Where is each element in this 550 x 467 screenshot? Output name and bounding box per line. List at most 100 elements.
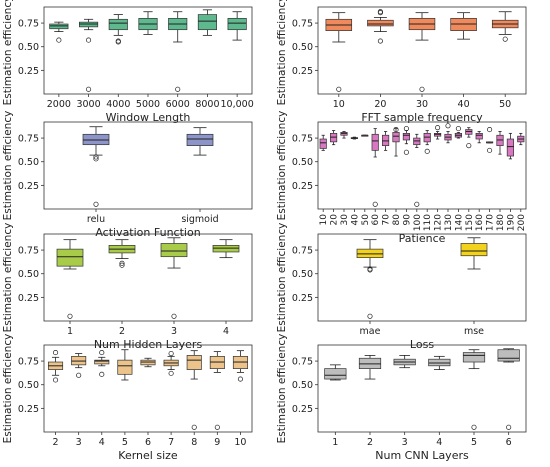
box-1	[324, 364, 347, 381]
box-body	[371, 133, 379, 151]
outlier-point	[487, 147, 493, 153]
outlier-point	[99, 371, 105, 377]
box-body	[462, 352, 486, 363]
y-tick-label: 0.50	[18, 380, 39, 391]
x-tick-label: sigmoid	[181, 214, 218, 225]
plot-frame	[317, 121, 527, 210]
box-90	[402, 126, 410, 155]
box-180	[496, 131, 504, 155]
box-50	[361, 134, 369, 137]
y-axis-label: Estimation efficiency	[276, 223, 288, 333]
outlier-point	[115, 39, 121, 45]
box-70	[382, 131, 390, 151]
y-tick-label: 0.50	[292, 42, 313, 53]
x-tick-label: 140	[454, 214, 464, 231]
box-body	[497, 349, 520, 362]
box-10,000	[227, 11, 247, 41]
y-tick-label: 0.25	[18, 181, 39, 192]
outlier-point	[214, 424, 220, 430]
box-2000	[49, 21, 69, 43]
outlier-point	[419, 86, 425, 92]
x-tick-label: 10	[234, 437, 246, 448]
x-tick-label: 2	[119, 326, 125, 337]
box-170	[486, 127, 494, 153]
y-axis-label: Estimation efficiency	[276, 0, 288, 105]
y-tick-label: 0.50	[18, 42, 39, 53]
box-5	[117, 349, 133, 381]
plot-frame	[43, 233, 253, 322]
outlier-point	[53, 350, 59, 356]
y-tick-label: 0.50	[292, 269, 313, 280]
outlier-point	[403, 149, 409, 155]
y-tick-label: 0.25	[292, 293, 313, 304]
x-tick-label: 5000	[136, 99, 160, 110]
outlier-point	[237, 376, 243, 382]
x-tick-label: 9	[214, 437, 220, 448]
outlier-point	[367, 267, 373, 273]
outlier-point	[53, 377, 59, 383]
x-axis-label: Kernel size	[118, 449, 178, 462]
outlier-point	[435, 125, 441, 131]
y-tick-label: 0.75	[292, 134, 313, 145]
x-tick-label: 100	[413, 214, 423, 231]
x-tick-label: 4000	[106, 99, 130, 110]
box-mse	[460, 237, 488, 270]
outlier-point	[471, 424, 477, 430]
x-tick-label: 110	[423, 214, 433, 231]
box-30	[408, 12, 436, 92]
x-tick-label: mae	[360, 326, 381, 337]
panel-1: 0.25 0.50 0.75 Estimation efficiency 2000 300…	[2, 0, 254, 124]
x-axis-label: Patience	[399, 232, 446, 245]
x-tick-label: relu	[87, 214, 105, 225]
outlier-point	[502, 36, 508, 42]
plot-frame	[317, 344, 527, 433]
x-tick-label: 120	[434, 214, 444, 231]
x-axis-label: Activation Function	[95, 226, 200, 239]
y-tick-label: 0.25	[292, 66, 313, 77]
box-150	[465, 127, 473, 149]
plot-frame	[43, 121, 253, 210]
box-body	[56, 248, 84, 267]
box-6000	[168, 11, 188, 92]
box-5000	[138, 11, 158, 35]
x-tick-label: 20	[374, 99, 386, 110]
outlier-point	[372, 201, 378, 207]
box-body	[197, 14, 217, 31]
box-2	[48, 350, 64, 383]
panel-8: 0.25 0.50 0.75 Estimation efficiency 1 2 3 4 5 6 N…	[276, 334, 527, 462]
x-tick-label: 10	[319, 214, 329, 226]
box-80	[392, 127, 400, 157]
outlier-point	[76, 372, 82, 378]
box-body	[506, 138, 514, 157]
panel-2: 0.25 0.50 0.75 Estimation efficiency 10 20 30 4…	[276, 0, 527, 124]
box-body	[227, 17, 247, 31]
x-tick-label: 50	[361, 214, 371, 226]
box-4	[428, 355, 451, 370]
x-tick-label: 190	[506, 214, 516, 231]
y-tick-label: 0.75	[292, 246, 313, 257]
y-tick-label: 0.25	[18, 404, 39, 415]
x-tick-label: 30	[340, 214, 350, 226]
outlier-point	[424, 148, 430, 154]
x-axis-label: Num CNN Layers	[375, 449, 469, 462]
box-relu	[82, 126, 110, 207]
outlier-point	[487, 127, 493, 133]
box-body	[94, 359, 110, 365]
x-tick-label: 1	[67, 326, 73, 337]
box-40	[350, 136, 358, 140]
outlier-point	[99, 350, 105, 356]
x-tick-label: 10	[333, 99, 345, 110]
x-tick-label: 6000	[166, 99, 190, 110]
x-tick-label: 80	[392, 214, 402, 226]
box-body	[186, 133, 214, 146]
box-160	[475, 131, 483, 144]
x-tick-label: 8	[191, 437, 197, 448]
box-6	[140, 357, 156, 368]
box-4	[212, 239, 240, 259]
outlier-point	[393, 127, 399, 133]
x-tick-label: 40	[350, 214, 360, 226]
outlier-point	[93, 201, 99, 207]
box-100	[413, 133, 421, 207]
box-130	[444, 123, 452, 144]
x-tick-label: 3000	[76, 99, 100, 110]
